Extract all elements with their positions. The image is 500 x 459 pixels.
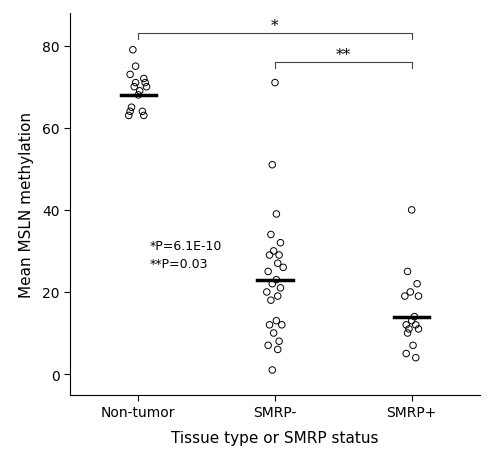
Point — [408, 317, 416, 325]
Point — [413, 280, 421, 288]
Point — [267, 297, 275, 304]
Point — [130, 84, 138, 91]
Point — [140, 112, 148, 120]
Point — [274, 293, 281, 300]
Point — [132, 63, 140, 71]
Point — [266, 252, 274, 259]
Point — [402, 321, 410, 329]
Point — [409, 342, 417, 349]
Point — [126, 108, 134, 116]
Point — [275, 252, 283, 259]
Point — [408, 207, 416, 214]
Point — [406, 289, 414, 296]
Point — [268, 280, 276, 288]
Point — [404, 268, 411, 275]
Point — [404, 330, 411, 337]
Point — [414, 325, 422, 333]
Point — [263, 289, 271, 296]
Point — [412, 354, 420, 362]
Point — [276, 285, 284, 292]
Point — [268, 366, 276, 374]
Point — [264, 268, 272, 275]
Point — [267, 231, 275, 239]
Point — [141, 80, 149, 87]
Point — [274, 260, 281, 267]
Point — [268, 162, 276, 169]
Point — [401, 293, 409, 300]
Point — [126, 72, 134, 79]
Text: *: * — [271, 19, 279, 33]
Point — [270, 330, 278, 337]
Point — [138, 108, 146, 116]
Point — [128, 104, 136, 112]
Point — [272, 317, 280, 325]
Point — [134, 92, 142, 99]
Point — [272, 211, 280, 218]
Point — [402, 350, 410, 358]
X-axis label: Tissue type or SMRP status: Tissue type or SMRP status — [171, 430, 379, 445]
Point — [414, 293, 422, 300]
Point — [412, 321, 420, 329]
Text: **: ** — [336, 48, 351, 62]
Point — [278, 321, 286, 329]
Point — [274, 346, 281, 353]
Point — [142, 84, 150, 91]
Point — [270, 248, 278, 255]
Point — [129, 47, 137, 54]
Point — [140, 76, 148, 83]
Point — [271, 80, 279, 87]
Point — [410, 313, 418, 320]
Point — [132, 80, 140, 87]
Text: *P=6.1E-10
**P=0.03: *P=6.1E-10 **P=0.03 — [150, 239, 222, 270]
Point — [266, 321, 274, 329]
Point — [275, 338, 283, 345]
Point — [272, 276, 280, 284]
Point — [276, 240, 284, 247]
Y-axis label: Mean MSLN methylation: Mean MSLN methylation — [18, 112, 34, 297]
Point — [279, 264, 287, 271]
Point — [136, 88, 143, 95]
Point — [405, 325, 413, 333]
Point — [125, 112, 133, 120]
Point — [264, 342, 272, 349]
